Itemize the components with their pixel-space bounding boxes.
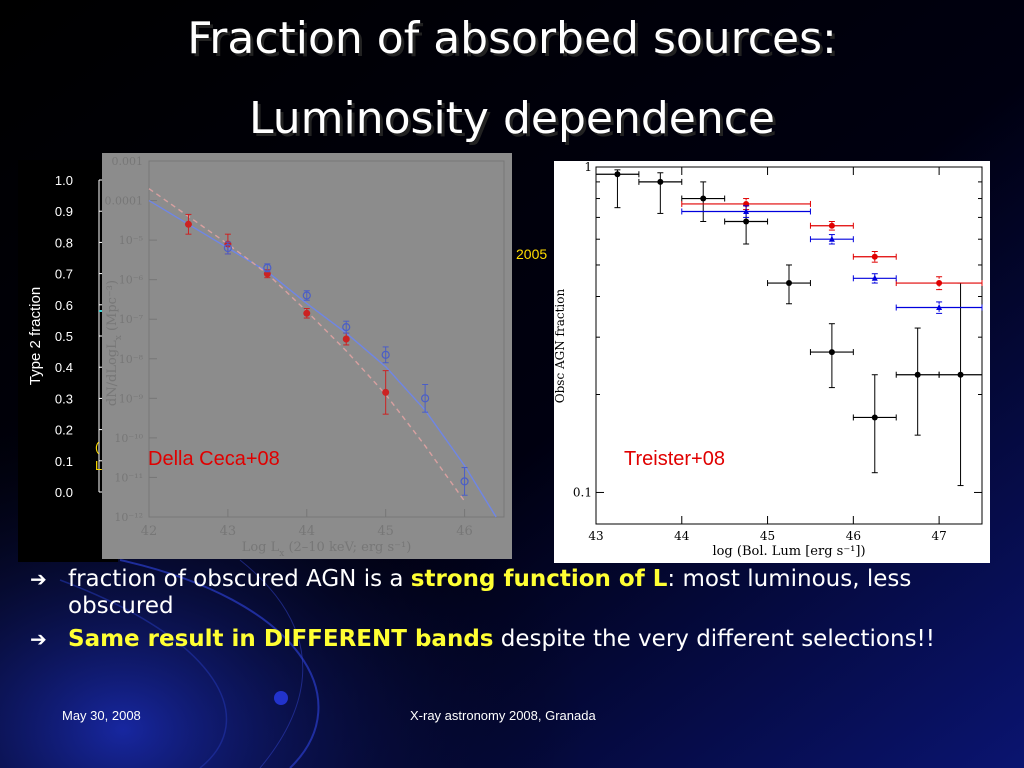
x-tick-label: 44	[299, 524, 316, 539]
y-axis-label: Obsc AGN fraction	[554, 289, 567, 404]
data-point-open	[342, 323, 351, 332]
bullet-highlight: strong function of L	[410, 566, 668, 592]
data-point	[871, 253, 878, 260]
y-tick-label: 10⁻⁸	[119, 353, 144, 366]
y-tick-label: 1	[584, 161, 592, 174]
bullet-list: ➔ fraction of obscured AGN is a strong f…	[30, 566, 1010, 659]
y-tick-label: 0.5	[55, 329, 73, 344]
data-point-triangle	[936, 304, 943, 311]
slide-title-line-1: Fraction of absorbed sources:	[187, 13, 837, 64]
y-tick-label: 0.7	[55, 267, 73, 282]
y-axis-label-units: (Mpc⁻³)	[105, 280, 120, 335]
bullet-item: ➔ fraction of obscured AGN is a strong f…	[30, 566, 1010, 620]
treister-obscured-fraction-chart: 43 44 45 46 47 1 0.1 log (Bol. Lum [erg s⁻¹]) Ob…	[553, 160, 990, 563]
data-point-open	[223, 243, 232, 253]
plot-frame	[595, 166, 983, 525]
data-point	[614, 171, 621, 178]
x-tick-label: 43	[588, 529, 603, 543]
panel-label: Treister+08	[624, 448, 725, 470]
data-point-triangle	[871, 274, 878, 281]
data-point-filled	[342, 335, 350, 343]
bullet-item: ➔ Same result in DIFFERENT bands despite…	[30, 626, 1010, 653]
data-point	[957, 371, 964, 378]
y-tick-label: 0.2	[55, 423, 73, 438]
data-point-open	[381, 350, 390, 359]
della-ceca-plot: 42 43 44 45 46 0.001 0.0001 10⁻⁵ 10⁻⁶ 10⁻⁷ 10⁻⁸ 10⁻…	[102, 153, 512, 559]
data-point	[828, 222, 835, 229]
data-point-open	[421, 394, 430, 403]
slide-title-line-2: Luminosity dependence	[249, 93, 775, 144]
data-point	[871, 414, 878, 421]
y-tick-label: 0.1	[573, 485, 592, 499]
y-tick-label: 10⁻⁷	[119, 313, 144, 326]
data-point-triangle	[828, 235, 835, 242]
bullet-text-part: despite the very different selections!!	[493, 626, 935, 652]
y-tick-label: 10⁻¹⁰	[114, 432, 143, 445]
y-tick-label: 0.001	[112, 155, 144, 168]
type2-fraction-chart: 1.0 0.9 0.8 0.7 0.6 0.5 0.4 0.3 0.2 0.1 0.0 Type 2 …	[18, 160, 118, 562]
plot-frame	[148, 160, 505, 518]
bullet-highlight: Same result in DIFFERENT bands	[68, 626, 494, 652]
y-tick-label: 0.0	[55, 485, 73, 500]
solid-model-curve	[148, 199, 497, 518]
data-point-open	[460, 477, 469, 486]
bullet-text-part: : most luminous, less obscured	[68, 566, 912, 619]
panel-label: Della Ceca+08	[148, 448, 280, 470]
plot-background	[554, 161, 990, 563]
y-axis-label: dN/dLogLx (Mpc⁻³)	[105, 280, 124, 406]
x-axis-label: log (Bol. Lum [erg s⁻¹])	[712, 544, 865, 559]
arrow-bullet-icon: ➔	[30, 567, 47, 591]
data-point-open	[263, 263, 272, 272]
y-tick-label: 0.6	[55, 298, 73, 313]
x-tick-label: 45	[760, 529, 775, 543]
x-axis-label-units: (2–10 keV; erg s⁻¹)	[284, 540, 411, 555]
x-tick-label: 42	[141, 524, 158, 539]
y-tick-label: 0.9	[55, 204, 73, 219]
x-tick-label: 47	[931, 529, 946, 543]
x-tick-label: 45	[377, 524, 394, 539]
data-point-filled	[184, 220, 192, 228]
x-tick-label: 46	[456, 524, 473, 539]
y-tick-label: 10⁻⁹	[119, 392, 144, 405]
data-point	[700, 195, 707, 202]
bullet-text-part: fraction of obscured AGN is a	[68, 566, 411, 592]
y-axis-label: Type 2 fraction	[27, 287, 44, 385]
plot-background	[102, 153, 512, 559]
data-point	[657, 178, 664, 185]
y-tick-label: 1.0	[55, 173, 73, 188]
data-point	[743, 218, 750, 225]
y-tick-label: 0.0001	[105, 195, 144, 208]
footer-conference: X-ray astronomy 2008, Granada	[410, 708, 596, 723]
x-tick-label: 44	[674, 529, 690, 543]
treister-plot: 43 44 45 46 47 1 0.1 log (Bol. Lum [erg s⁻¹]) Ob…	[553, 160, 990, 563]
type2-fraction-plot: 1.0 0.9 0.8 0.7 0.6 0.5 0.4 0.3 0.2 0.1 0.0 Type 2 …	[27, 173, 118, 500]
partial-label: (	[95, 439, 100, 454]
data-point	[936, 280, 943, 287]
y-tick-label: 10⁻¹²	[114, 511, 143, 524]
y-tick-label: 10⁻⁵	[119, 234, 143, 247]
y-tick-label: 0.4	[55, 360, 73, 375]
data-point-open	[302, 291, 311, 300]
data-point-filled	[382, 388, 390, 396]
x-tick-label: 43	[220, 524, 237, 539]
y-tick-label: 10⁻⁶	[119, 274, 144, 287]
data-point-filled	[303, 309, 311, 317]
della-ceca-luminosity-function-chart: 42 43 44 45 46 0.001 0.0001 10⁻⁵ 10⁻⁶ 10⁻⁷ 10⁻⁸ 10⁻…	[102, 153, 512, 559]
y-tick-label: 0.1	[55, 454, 73, 469]
y-axis-label-subscript: x	[114, 335, 124, 340]
data-point	[786, 280, 792, 287]
x-tick-label: 46	[846, 529, 861, 543]
data-point	[828, 349, 835, 356]
footer-date: May 30, 2008	[62, 708, 141, 723]
arrow-bullet-icon: ➔	[30, 627, 47, 651]
y-tick-label: 0.8	[55, 235, 73, 250]
x-axis-label: Log Lx (2–10 keV; erg s⁻¹)	[242, 540, 412, 559]
data-point-triangle	[743, 207, 750, 214]
partial-label: L	[95, 458, 102, 473]
data-point	[914, 371, 921, 378]
y-tick-label: 0.3	[55, 391, 73, 406]
x-axis-label-subscript: x	[279, 549, 284, 559]
y-tick-label: 10⁻¹¹	[114, 471, 143, 484]
partial-year-label: 2005	[516, 246, 548, 262]
